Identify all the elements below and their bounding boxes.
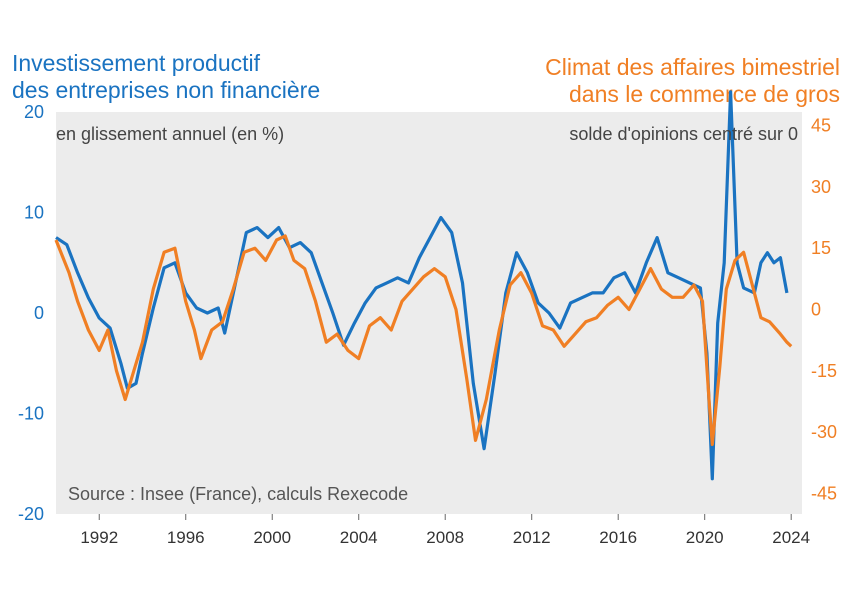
left-y-tick-label: 10	[24, 203, 44, 223]
x-tick-label: 1992	[80, 528, 118, 547]
right-title-line1: Climat des affaires bimestriel	[545, 54, 840, 80]
left-title-line2: des entreprises non financière	[12, 77, 321, 103]
x-tick-label: 2012	[513, 528, 551, 547]
left-axis-unit: en glissement annuel (en %)	[56, 124, 285, 144]
right-y-tick-label: -45	[811, 484, 837, 504]
x-tick-label: 2016	[599, 528, 637, 547]
x-tick-label: 1996	[167, 528, 205, 547]
right-y-tick-label: 0	[811, 300, 821, 320]
left-y-tick-label: 0	[34, 303, 44, 323]
plot-area	[56, 112, 802, 514]
right-title-line2: dans le commerce de gros	[568, 81, 840, 107]
right-series-title: Climat des affaires bimestriel dans le c…	[545, 54, 840, 108]
left-y-tick-label: 20	[24, 102, 44, 122]
left-y-tick-label: -20	[18, 504, 44, 524]
right-y-tick-label: -15	[811, 361, 837, 381]
right-y-tick-label: 30	[811, 177, 831, 197]
right-y-tick-label: -30	[811, 422, 837, 442]
left-title-line1: Investissement productif	[12, 50, 261, 76]
left-series-title: Investissement productif des entreprises…	[12, 50, 320, 104]
right-y-tick-label: 15	[811, 238, 831, 258]
right-y-tick-label: 45	[811, 115, 831, 135]
x-tick-label: 2024	[772, 528, 810, 547]
left-y-tick-label: -10	[18, 404, 44, 424]
x-tick-label: 2008	[426, 528, 464, 547]
x-tick-label: 2004	[340, 528, 378, 547]
right-axis-unit: solde d'opinions centré sur 0	[569, 124, 798, 144]
business-climate-series-line	[54, 234, 793, 447]
source-note: Source : Insee (France), calculs Rexecod…	[68, 484, 409, 504]
x-tick-label: 2000	[253, 528, 291, 547]
x-tick-label: 2020	[686, 528, 724, 547]
investment-series-line	[55, 90, 789, 481]
